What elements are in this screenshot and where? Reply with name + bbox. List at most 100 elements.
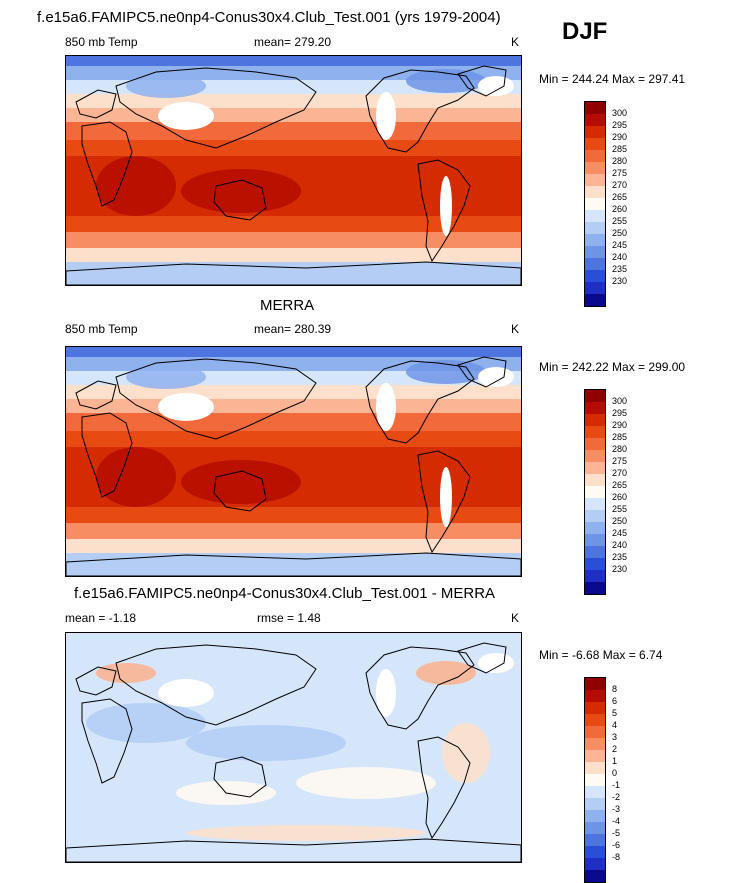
panel2-title: MERRA — [260, 297, 315, 314]
temperature-band — [66, 347, 521, 357]
colorbar-swatch — [584, 798, 606, 810]
temperature-anomaly-region — [406, 360, 486, 384]
temperature-band — [66, 56, 521, 66]
colorbar-swatch — [584, 210, 606, 222]
map-field-svg — [66, 633, 521, 862]
colorbar-tick-label: 240 — [612, 252, 628, 262]
coastline — [213, 179, 267, 221]
map-field-svg — [66, 347, 521, 576]
colorbar-swatch — [584, 510, 606, 522]
temperature-anomaly-region — [96, 447, 176, 507]
temperature-band — [66, 262, 521, 285]
colorbar-swatch — [584, 870, 606, 883]
colorbar-tick-label: -1 — [612, 780, 621, 790]
colorbar-swatch — [584, 546, 606, 558]
colorbar-swatch — [584, 150, 606, 162]
coastline — [115, 644, 317, 726]
colorbar-swatch — [584, 414, 606, 426]
colorbar-tick-label: 5 — [612, 708, 618, 718]
coastline — [417, 159, 471, 263]
panel3-rmse-label: rmse = 1.48 — [257, 611, 321, 625]
colorbar-tick-label: -8 — [612, 852, 621, 862]
coastline — [81, 698, 133, 784]
colorbar-swatch — [584, 270, 606, 282]
colorbar-swatch — [584, 774, 606, 786]
panel2-units: K — [511, 322, 520, 336]
colorbar-swatch — [584, 101, 606, 114]
colorbar-tick-label: 275 — [612, 168, 628, 178]
colorbar-swatch — [584, 114, 606, 126]
colorbar-swatch — [584, 294, 606, 307]
colorbar-tick-label: 250 — [612, 228, 628, 238]
masked-terrain — [158, 393, 214, 421]
panel1-variable-label: 850 mb Temp — [65, 35, 138, 49]
colorbar-tick-label: -2 — [612, 792, 621, 802]
colorbar-tick-label: 270 — [612, 468, 628, 478]
difference-region — [442, 723, 490, 783]
panel1-map — [65, 55, 522, 286]
colorbar-tick-label: 6 — [612, 696, 618, 706]
difference-region — [86, 703, 206, 743]
temperature-band — [66, 232, 521, 248]
coastline — [115, 67, 317, 149]
masked-terrain — [440, 176, 452, 236]
masked-terrain — [158, 679, 214, 707]
masked-terrain — [478, 653, 514, 673]
colorbar-swatch — [584, 126, 606, 138]
colorbar-swatch — [584, 810, 606, 822]
difference-region — [186, 725, 346, 761]
temperature-anomaly-region — [126, 365, 206, 389]
colorbar-swatch — [584, 174, 606, 186]
colorbar-tick-label: 295 — [612, 120, 628, 130]
colorbar-tick-label: 265 — [612, 480, 628, 490]
colorbar-swatch — [584, 570, 606, 582]
colorbar-tick-label: 0 — [612, 768, 618, 778]
colorbar-tick-label: 260 — [612, 492, 628, 502]
difference-region — [186, 825, 426, 841]
colorbar-tick-label: 230 — [612, 564, 628, 574]
colorbar-swatch — [584, 389, 606, 402]
colorbar-tick-label: 240 — [612, 540, 628, 550]
panel1-minmax: Min = 244.24 Max = 297.41 — [539, 72, 686, 86]
temperature-band — [66, 216, 521, 232]
colorbar-tick-label: 4 — [612, 720, 618, 730]
temperature-band — [66, 94, 521, 108]
temperature-anomaly-region — [96, 156, 176, 216]
difference-region — [416, 661, 476, 685]
temperature-anomaly-region — [181, 169, 301, 213]
coastline — [457, 356, 507, 388]
masked-terrain — [478, 76, 514, 96]
colorbar-swatch — [584, 846, 606, 858]
coastline — [75, 380, 117, 410]
temperature-band — [66, 140, 521, 156]
map-field-svg — [66, 56, 521, 285]
masked-terrain — [376, 669, 396, 717]
colorbar-tick-label: -6 — [612, 840, 621, 850]
colorbar-swatch — [584, 474, 606, 486]
colorbar-tick-label: 255 — [612, 504, 628, 514]
temperature-band — [66, 523, 521, 539]
coastline — [457, 65, 507, 97]
temperature-anomaly-region — [126, 74, 206, 98]
colorbar-tick-label: 8 — [612, 684, 618, 694]
colorbar-swatch — [584, 522, 606, 534]
colorbar-tick-label: -4 — [612, 816, 621, 826]
colorbar-swatch — [584, 822, 606, 834]
colorbar-swatch — [584, 234, 606, 246]
colorbar-tick-label: 280 — [612, 444, 628, 454]
colorbar-swatch — [584, 498, 606, 510]
colorbar-tick-label: 280 — [612, 156, 628, 166]
colorbar-swatch — [584, 438, 606, 450]
colorbar-tick-label: 235 — [612, 552, 628, 562]
panel2-colorbar: 300 295 290 285 280 275 270 265 260 255 250 245 240 2… — [584, 389, 627, 595]
panel1-units: K — [511, 35, 520, 49]
colorbar-swatch — [584, 726, 606, 738]
colorbar-tick-label: 295 — [612, 408, 628, 418]
coastline — [66, 552, 521, 576]
coastline — [81, 412, 133, 498]
colorbar-swatch — [584, 222, 606, 234]
panel1-title: f.e15a6.FAMIPC5.ne0np4-Conus30x4.Club_Te… — [37, 9, 501, 26]
colorbar-swatch — [584, 834, 606, 846]
colorbar-swatch — [584, 534, 606, 546]
colorbar-tick-label: 275 — [612, 456, 628, 466]
